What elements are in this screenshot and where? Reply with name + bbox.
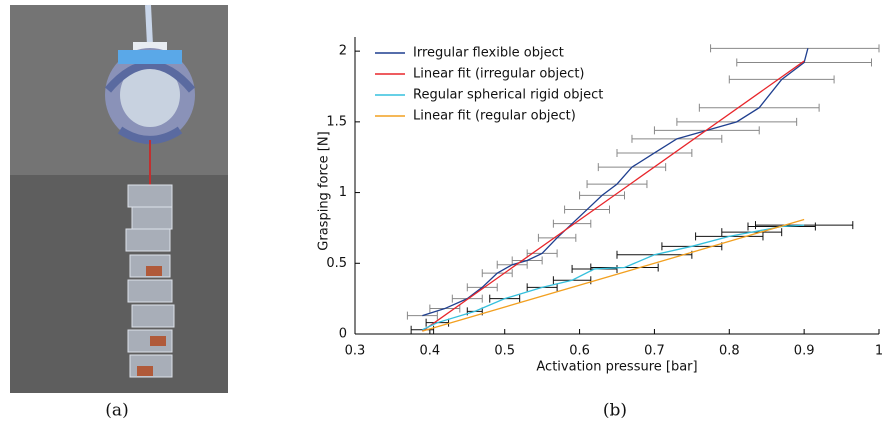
line [422,218,805,332]
y-tick-label: 0.5 [326,256,347,271]
x-axis-label: Activation pressure [bar] [536,360,697,375]
x-tick-label: 1 [875,344,883,359]
photo [10,4,228,393]
x-tick-label: 0.3 [345,344,366,359]
x-tick-label: 0.4 [420,344,441,359]
x-tick-label: 0.5 [494,344,515,359]
y-tick-label: 1.5 [326,114,347,129]
error-bar [710,44,880,53]
legend-label: Regular spherical rigid object [413,88,603,103]
x-tick-label: 0.7 [644,344,665,359]
legend-label: Linear fit (regular object) [413,109,576,124]
x-tick-label: 0.8 [719,344,740,359]
y-tick-label: 1 [339,185,347,200]
caption: (a) [105,401,128,421]
y-axis-label: Grasping force [N] [317,131,332,250]
caption: (b) [603,401,627,421]
y-tick-label: 2 [339,44,347,59]
line [422,224,805,331]
legend-label: Linear fit (irregular object) [413,67,585,82]
line [422,48,809,317]
legend-box [369,42,631,130]
x-tick-label: 0.6 [569,344,590,359]
x-tick-label: 0.9 [794,344,815,359]
legend-label: Irregular flexible object [413,46,564,61]
line [421,60,805,332]
y-tick-label: 0 [339,327,347,342]
